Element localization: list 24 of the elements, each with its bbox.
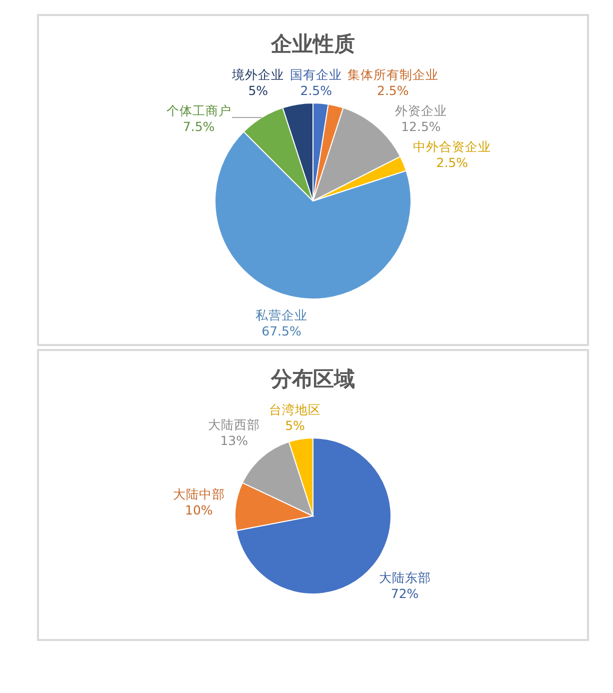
data-label: 2.5% (377, 83, 409, 98)
slice-label: 外资企业 (394, 103, 447, 118)
slice-label: 台湾地区 (269, 402, 322, 417)
data-label: 2.5% (300, 83, 332, 98)
slice-label: 大陆西部 (208, 416, 260, 432)
slice-label: 大陆东部 (378, 570, 431, 586)
data-label: 67.5% (262, 324, 302, 339)
data-label: 2.5% (436, 155, 468, 170)
slice-label: 私营企业 (255, 308, 308, 323)
chart-title: 企业性质 (270, 32, 355, 56)
data-label: 72% (390, 586, 419, 602)
slice-label: 境外企业 (231, 67, 284, 82)
slice-label: 个体工商户 (166, 103, 232, 118)
data-label: 5% (248, 83, 268, 98)
chart-title: 分布区域 (270, 367, 355, 391)
slice-label: 大陆中部 (172, 486, 225, 502)
slice-label: 中外合资企业 (413, 139, 492, 154)
data-label: 7.5% (182, 119, 215, 134)
data-label: 13% (220, 432, 248, 448)
data-label: 5% (285, 418, 306, 433)
slice-label: 集体所有制企业 (347, 67, 438, 82)
data-label: 12.5% (401, 119, 441, 134)
slice-label: 国有企业 (290, 67, 342, 82)
data-label: 10% (185, 502, 213, 518)
